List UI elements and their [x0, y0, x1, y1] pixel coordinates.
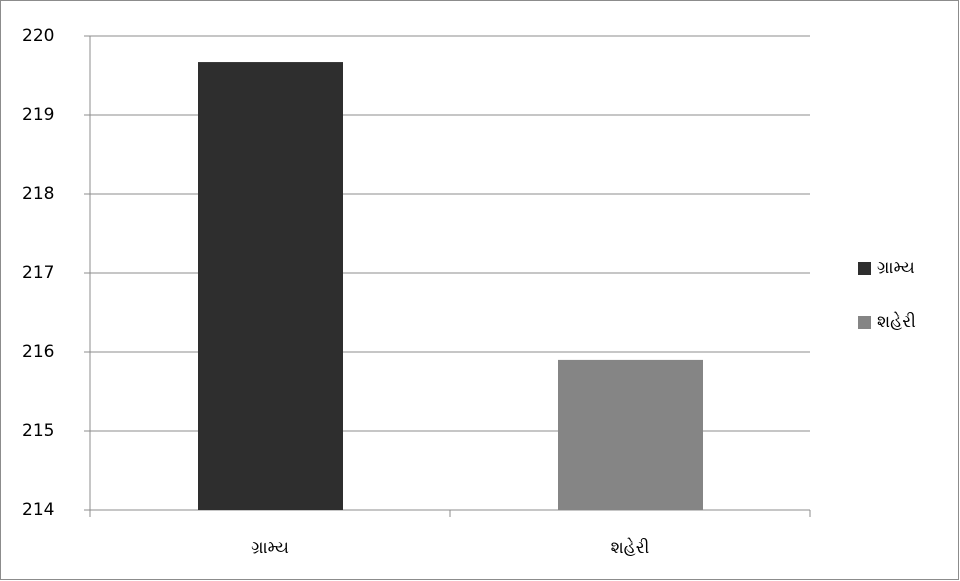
y-tick-label: 219 — [22, 105, 54, 125]
y-tick-label: 220 — [22, 26, 54, 46]
x-tick-label: શહેરી — [611, 537, 650, 558]
legend-label: શહેરી — [877, 311, 916, 332]
x-tick-label: ગ્રામ્ય — [251, 538, 289, 558]
legend-swatch — [858, 262, 871, 275]
y-tick-label: 216 — [22, 342, 54, 362]
legend-swatch — [858, 316, 871, 329]
bar — [558, 359, 703, 510]
y-tick-label: 218 — [22, 184, 54, 204]
legend-label: ગ્રામ્ય — [877, 258, 915, 278]
y-tick-label: 217 — [22, 263, 54, 283]
y-tick-label: 214 — [22, 500, 54, 520]
bar — [198, 62, 343, 510]
y-tick-label: 215 — [22, 421, 54, 441]
